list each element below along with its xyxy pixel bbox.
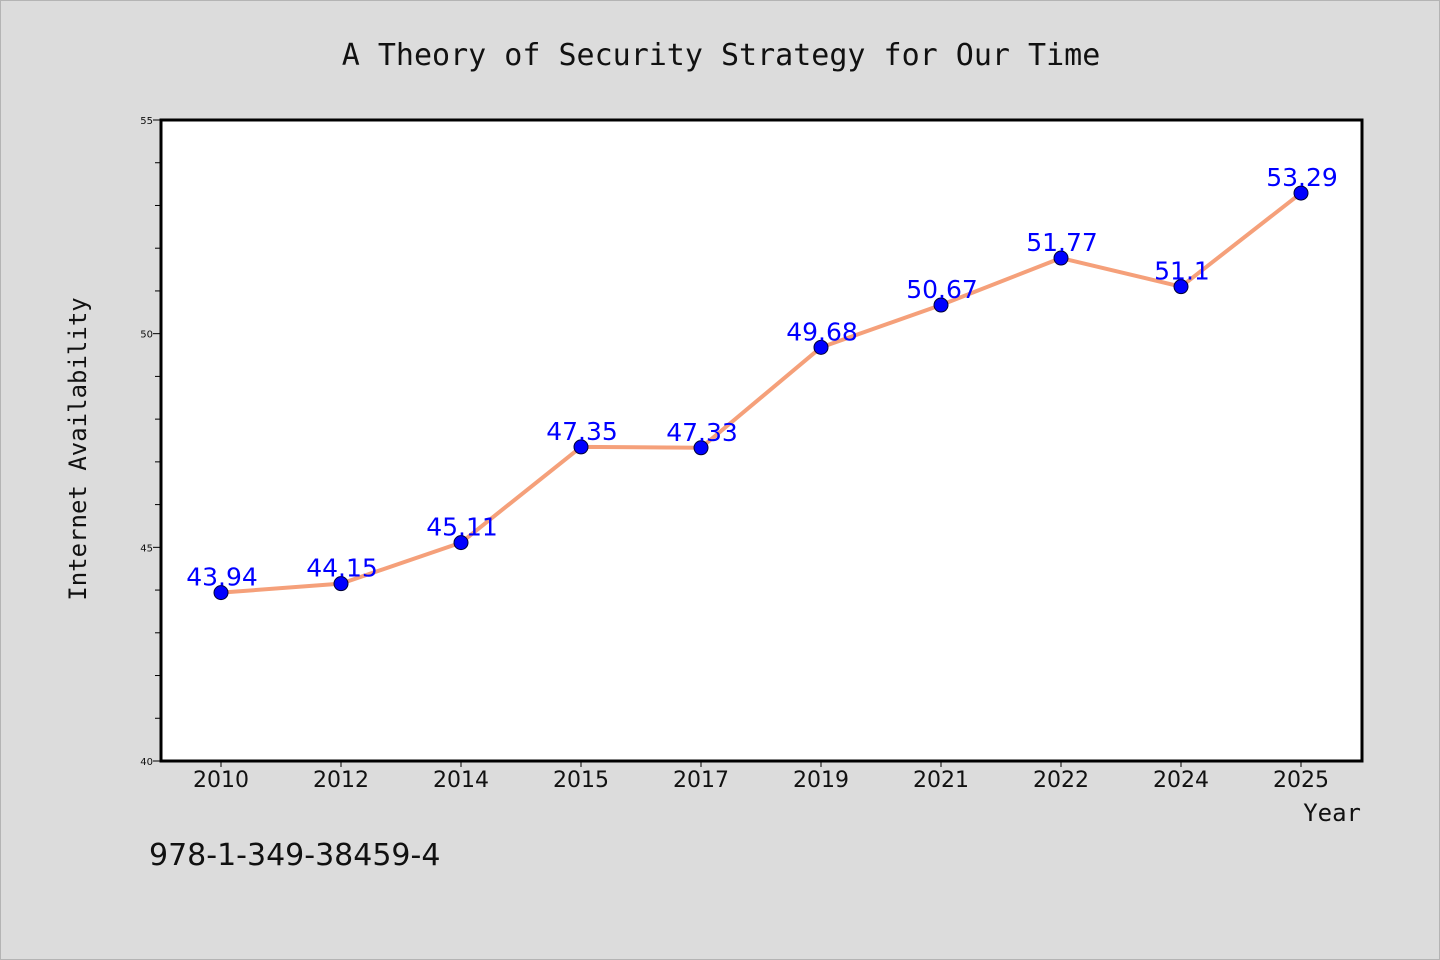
data-point [813, 339, 829, 355]
data-point [213, 585, 229, 601]
plot-area [159, 118, 1364, 763]
y-tick-label: 45 [140, 543, 153, 554]
x-tick-label: 2010 [193, 768, 249, 793]
x-tick-label: 2024 [1153, 768, 1209, 793]
x-axis-label: Year [1303, 799, 1361, 827]
x-axis: 2010 2012 2014 2015 2017 2019 2021 2022 2024 2025 [193, 761, 1329, 793]
x-tick-label: 2014 [433, 768, 489, 793]
data-label: 51.1 [1154, 257, 1210, 286]
data-point [453, 535, 469, 551]
y-axis: 40 45 50 55 [140, 116, 161, 768]
x-tick-label: 2015 [553, 768, 609, 793]
data-label: 53.29 [1266, 163, 1338, 192]
x-tick-label: 2021 [913, 768, 969, 793]
data-label: 50.67 [906, 275, 978, 304]
isbn-text: 978-1-349-38459-4 [149, 838, 440, 873]
x-tick-label: 2025 [1273, 768, 1329, 793]
series-line [219, 191, 1303, 595]
data-point [693, 440, 709, 456]
data-label: 43.94 [186, 563, 258, 592]
data-point [1293, 185, 1309, 201]
data-point [933, 297, 949, 313]
data-point [1173, 279, 1189, 295]
data-label: 49.68 [786, 317, 858, 346]
y-tick-label: 40 [140, 757, 153, 768]
x-tick-label: 2022 [1033, 768, 1089, 793]
chart-title: A Theory of Security Strategy for Our Ti… [342, 38, 1101, 73]
data-label: 45.11 [426, 513, 498, 542]
data-label: 47.35 [546, 417, 618, 446]
series-layer: 43.94 44.15 45.11 47.35 47.33 49.68 50.67 51.77… [186, 163, 1338, 601]
y-tick-label: 55 [140, 116, 153, 127]
data-label: 44.15 [306, 554, 378, 583]
x-tick-label: 2019 [793, 768, 849, 793]
y-axis-label: Internet Availability [64, 297, 92, 600]
x-tick-label: 2012 [313, 768, 369, 793]
data-label: 51.77 [1026, 228, 1098, 257]
data-point [333, 576, 349, 592]
x-tick-label: 2017 [673, 768, 729, 793]
data-point [573, 439, 589, 455]
y-tick-label: 50 [140, 330, 153, 341]
data-label: 47.33 [666, 418, 738, 447]
data-point [1053, 250, 1069, 266]
